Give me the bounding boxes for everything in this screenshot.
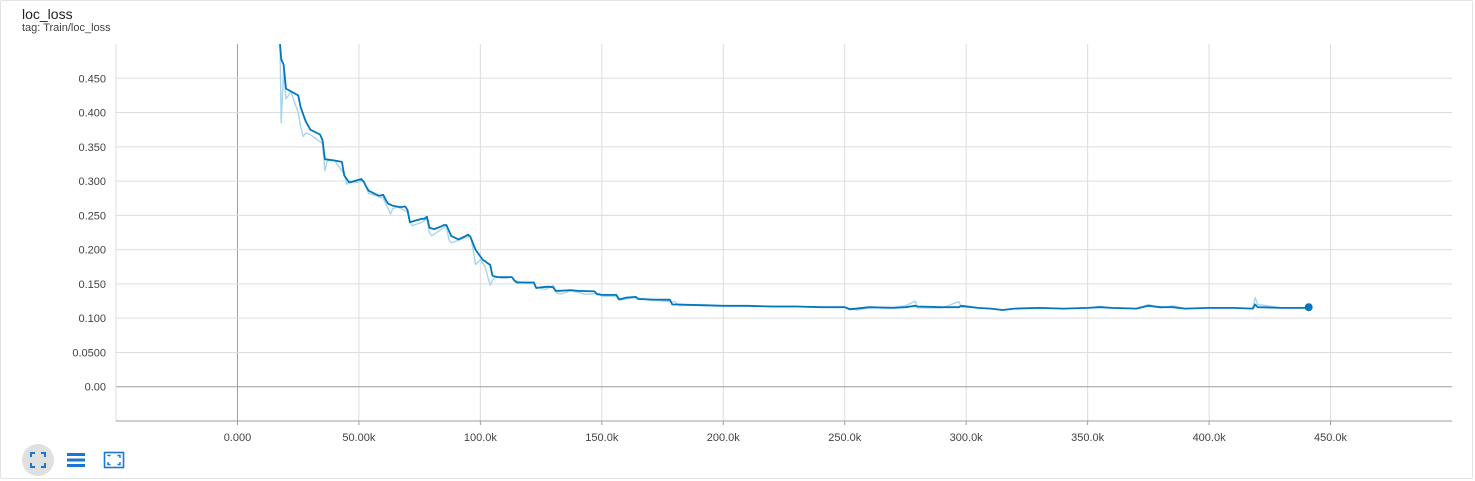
y-tick-label: 0.400 (78, 108, 106, 120)
x-tick-label: 200.0k (707, 432, 741, 444)
y-tick-label: 0.250 (78, 210, 106, 222)
x-tick-label: 250.0k (828, 432, 862, 444)
chart-title: loc_loss (22, 6, 73, 22)
x-tick-label: 0.000 (224, 432, 252, 444)
raw-series-line (279, 44, 1307, 311)
chart-tag: tag: Train/loc_loss (22, 22, 111, 34)
fit-domain-button[interactable] (98, 444, 130, 476)
last-value-point (1304, 303, 1313, 312)
y-tick-label: 0.450 (78, 73, 106, 85)
y-tick-label: 0.150 (78, 279, 106, 291)
fullscreen-icon (30, 452, 46, 468)
x-tick-label: 300.0k (950, 432, 984, 444)
fullscreen-button[interactable] (22, 444, 54, 476)
x-tick-label: 450.0k (1314, 432, 1348, 444)
fit-domain-icon (103, 451, 125, 469)
log-scale-button[interactable] (60, 444, 92, 476)
y-tick-label: 0.0500 (72, 347, 106, 359)
chart-toolbar (22, 443, 130, 477)
y-tick-label: 0.350 (78, 142, 106, 154)
y-tick-label: 0.100 (78, 313, 106, 325)
y-tick-label: 0.00 (85, 382, 106, 394)
x-tick-label: 150.0k (585, 432, 619, 444)
log-scale-icon (67, 453, 85, 467)
smoothed-series-line (279, 44, 1309, 311)
y-tick-label: 0.200 (78, 245, 106, 257)
x-tick-label: 350.0k (1071, 432, 1105, 444)
x-tick-label: 100.0k (464, 432, 498, 444)
x-tick-label: 50.00k (342, 432, 376, 444)
x-tick-label: 400.0k (1193, 432, 1227, 444)
y-tick-label: 0.300 (78, 176, 106, 188)
